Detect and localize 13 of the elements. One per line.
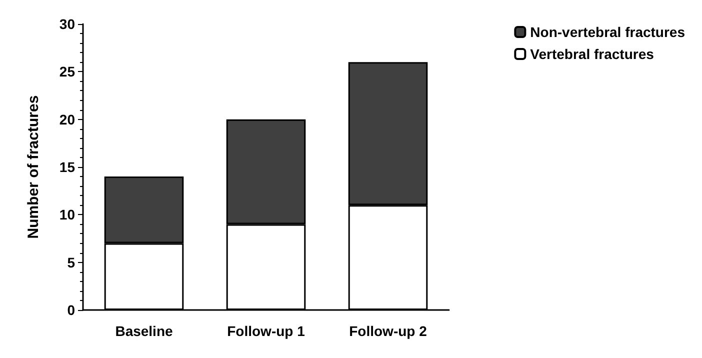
y-tick-label: 10 [59,206,76,223]
legend-label: Non-vertebral fractures [530,24,686,40]
y-axis-title: Number of fractures [25,95,42,239]
x-tick-label: Baseline [115,323,174,339]
y-tick-label: 5 [67,254,76,270]
x-tick-label: Follow-up 2 [349,323,428,339]
legend-label: Vertebral fractures [530,46,654,62]
y-tick-label: 30 [59,16,76,32]
y-tick-label: 25 [59,64,76,80]
x-tick-label: Follow-up 1 [227,323,306,339]
y-tick-label: 20 [59,111,76,128]
y-tick-label: 0 [67,302,76,318]
y-tick-label: 15 [59,159,76,175]
